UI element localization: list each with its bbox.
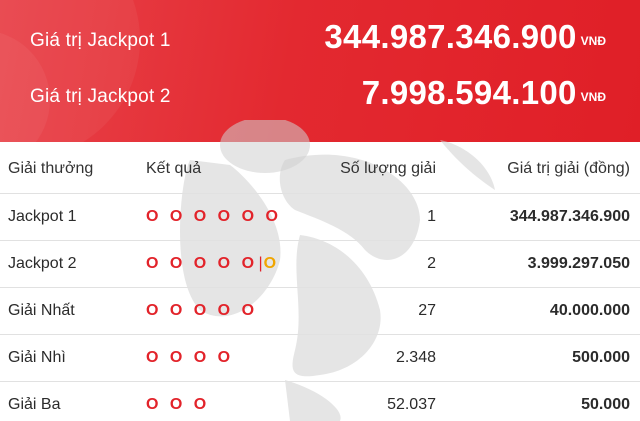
prize-name: Giải Nhì: [0, 334, 146, 382]
winner-count: 27: [316, 287, 436, 335]
match-balls: O O O O O O: [146, 207, 282, 225]
header-count: Số lượng giải: [316, 146, 436, 194]
result-balls: O O O O O: [146, 287, 316, 335]
jackpot-2-amount: 7.998.594.100: [361, 74, 577, 111]
result-balls: O O O O O O: [146, 193, 316, 241]
jackpot-2-label: Giá trị Jackpot 2: [30, 86, 171, 107]
jackpot-1-label: Giá trị Jackpot 1: [30, 30, 171, 51]
table-row: Giải Nhì O O O O 2.348 500.000: [0, 334, 640, 382]
jackpot-2-currency: VNĐ: [580, 90, 606, 104]
prize-name: Jackpot 2: [0, 240, 146, 288]
match-balls: O O O O O: [146, 254, 258, 272]
winner-count: 52.037: [316, 381, 436, 421]
jackpot-2-row: Giá trị Jackpot 2 7.998.594.100 VNĐ: [0, 74, 640, 122]
result-balls: O O O: [146, 381, 316, 421]
prize-value: 40.000.000: [436, 287, 640, 335]
table-row: Giải Ba O O O 52.037 50.000: [0, 381, 640, 421]
winner-count: 1: [316, 193, 436, 241]
winner-count: 2.348: [316, 334, 436, 382]
prize-name: Giải Nhất: [0, 287, 146, 335]
match-balls: O O O O: [146, 348, 234, 366]
bonus-ball: O: [263, 254, 277, 272]
banner-decoration: [0, 0, 140, 142]
prize-value: 3.999.297.050: [436, 240, 640, 288]
jackpot-2-value: 7.998.594.100 VNĐ: [362, 74, 606, 112]
header-value: Giá trị giải (đồng): [436, 146, 640, 194]
prize-value: 344.987.346.900: [436, 193, 640, 241]
prize-name: Jackpot 1: [0, 193, 146, 241]
table-row: Jackpot 1 O O O O O O 1 344.987.346.900: [0, 193, 640, 241]
jackpot-1-amount: 344.987.346.900: [324, 18, 577, 55]
bonus-separator: |: [258, 254, 263, 272]
jackpot-banner: Giá trị Jackpot 1 344.987.346.900 VNĐ Giá…: [0, 0, 640, 142]
result-balls: O O O O O|O: [146, 240, 316, 288]
winner-count: 2: [316, 240, 436, 288]
prize-name: Giải Ba: [0, 381, 146, 421]
prize-value: 500.000: [436, 334, 640, 382]
jackpot-1-row: Giá trị Jackpot 1 344.987.346.900 VNĐ: [0, 18, 640, 66]
match-balls: O O O: [146, 395, 210, 413]
jackpot-1-currency: VNĐ: [580, 34, 606, 48]
match-balls: O O O O O: [146, 301, 258, 319]
prize-value: 50.000: [436, 381, 640, 421]
header-prize: Giải thưởng: [0, 146, 146, 194]
result-balls: O O O O: [146, 334, 316, 382]
jackpot-1-value: 344.987.346.900 VNĐ: [324, 18, 606, 56]
table-row: Giải Nhất O O O O O 27 40.000.000: [0, 287, 640, 335]
table-row: Jackpot 2 O O O O O|O 2 3.999.297.050: [0, 240, 640, 288]
table-header-row: Giải thưởng Kết quả Số lượng giải Giá tr…: [0, 146, 640, 194]
prize-table: Giải thưởng Kết quả Số lượng giải Giá tr…: [0, 146, 640, 421]
header-result: Kết quả: [146, 146, 316, 194]
